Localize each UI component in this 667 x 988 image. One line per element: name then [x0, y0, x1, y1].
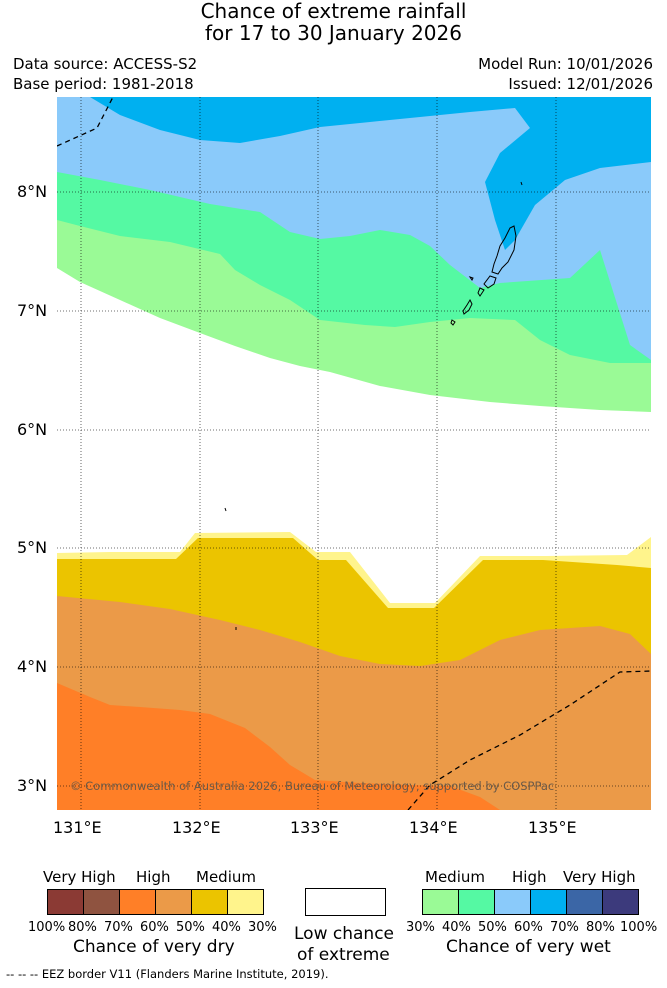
wet-zone-60-70: [90, 97, 651, 250]
legend-wet-pct-70: 70%: [550, 920, 579, 935]
legend-wet-swatch-5: [566, 889, 603, 915]
lon-label-134: 134°E: [409, 818, 458, 837]
legend-dry-pct-40: 40%: [212, 920, 241, 935]
legend-wet-pct-100: 100%: [620, 920, 658, 935]
legend-wet-pct-80: 80%: [586, 920, 615, 935]
lat-label-5: 5°N: [17, 538, 48, 557]
legend-wet-swatch-4: [530, 889, 567, 915]
map-gridlines: [57, 97, 651, 810]
legend-dry-swatch-2: [83, 889, 120, 915]
legend-dry-pct-80: 80%: [68, 920, 97, 935]
legend-dry-swatch-6: [227, 889, 264, 915]
legend-low-swatch: [305, 888, 386, 916]
legend-wet-swatch-2: [458, 889, 495, 915]
legend-wet-caption: Chance of very wet: [446, 937, 611, 957]
model-run: Model Run: 10/01/2026: [478, 55, 653, 73]
legend-low-line1: Low chance: [294, 924, 394, 944]
lon-label-135: 135°E: [528, 818, 577, 837]
legend-wet-pct-60: 60%: [514, 920, 543, 935]
eez-border-south: [407, 670, 651, 810]
palau-islands: [224, 181, 523, 630]
legend-dry-pct-50: 50%: [176, 920, 205, 935]
legend-wet-pct-50: 50%: [478, 920, 507, 935]
legend-dry-caption: Chance of very dry: [73, 937, 235, 957]
lat-label-3: 3°N: [17, 776, 48, 795]
lat-label-7: 7°N: [17, 301, 48, 320]
lat-label-8: 8°N: [17, 182, 48, 201]
legend-wet-swatch-1: [422, 889, 459, 915]
legend-dry-high: High: [136, 868, 171, 886]
chart-title-line2: for 17 to 30 January 2026: [205, 21, 462, 45]
legend-dry-pct-30: 30%: [248, 920, 277, 935]
legend-wet-medium: Medium: [425, 868, 485, 886]
copyright-notice: © Commonwealth of Australia 2026, Bureau…: [70, 779, 555, 793]
legend-wet-high: High: [512, 868, 547, 886]
legend-dry-pct-100: 100%: [28, 920, 66, 935]
lon-label-133: 133°E: [290, 818, 339, 837]
chart-title-line1: Chance of extreme rainfall: [200, 0, 467, 23]
legend-dry-swatch-5: [191, 889, 228, 915]
legend-dry-medium: Medium: [196, 868, 256, 886]
lon-label-131: 131°E: [53, 818, 102, 837]
legend-dry-swatch-1: [47, 889, 84, 915]
legend-dry-pct-70: 70%: [104, 920, 133, 935]
rainfall-map: [57, 97, 651, 810]
legend-wet-pct-30: 30%: [406, 920, 435, 935]
legend-dry-swatch-3: [119, 889, 156, 915]
legend-dry-swatch-4: [155, 889, 192, 915]
lon-label-132: 132°E: [172, 818, 221, 837]
legend-wet-swatch-6: [602, 889, 639, 915]
legend-dry-pct-60: 60%: [140, 920, 169, 935]
eez-border-note: -- -- -- EEZ border V11 (Flanders Marine…: [6, 967, 329, 981]
legend-dry-very-high: Very High: [43, 868, 116, 886]
base-period: Base period: 1981-2018: [13, 75, 194, 93]
legend-wet-pct-40: 40%: [442, 920, 471, 935]
eez-border-north: [57, 97, 114, 147]
lat-label-4: 4°N: [17, 657, 48, 676]
dry-zone-60-70: [57, 683, 500, 810]
data-source: Data source: ACCESS-S2: [13, 55, 198, 73]
legend-low-line2: of extreme: [297, 945, 390, 965]
issued-date: Issued: 12/01/2026: [508, 75, 653, 93]
legend-wet-swatch-3: [494, 889, 531, 915]
lat-label-6: 6°N: [17, 420, 48, 439]
legend-wet-very-high: Very High: [563, 868, 636, 886]
